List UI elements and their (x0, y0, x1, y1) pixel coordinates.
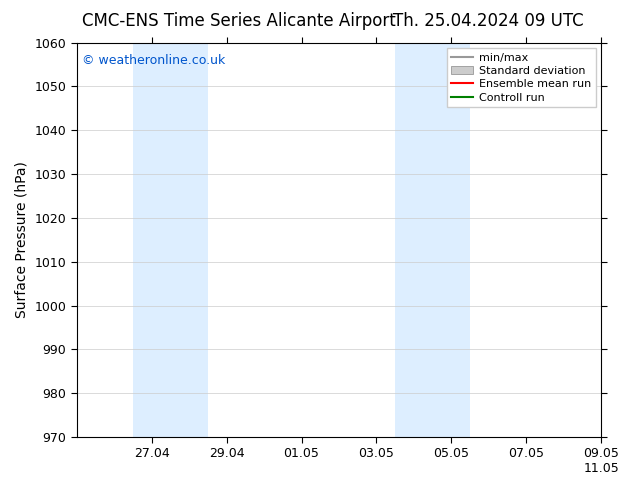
Y-axis label: Surface Pressure (hPa): Surface Pressure (hPa) (15, 161, 29, 318)
Bar (395, 43, 470, 437)
Bar (133, 43, 208, 437)
Legend: min/max, Standard deviation, Ensemble mean run, Controll run: min/max, Standard deviation, Ensemble me… (446, 48, 595, 107)
Text: © weatheronline.co.uk: © weatheronline.co.uk (82, 54, 225, 68)
Text: CMC-ENS Time Series Alicante Airport: CMC-ENS Time Series Alicante Airport (82, 12, 396, 30)
Text: Th. 25.04.2024 09 UTC: Th. 25.04.2024 09 UTC (393, 12, 584, 30)
Text: 11.05: 11.05 (583, 462, 619, 475)
